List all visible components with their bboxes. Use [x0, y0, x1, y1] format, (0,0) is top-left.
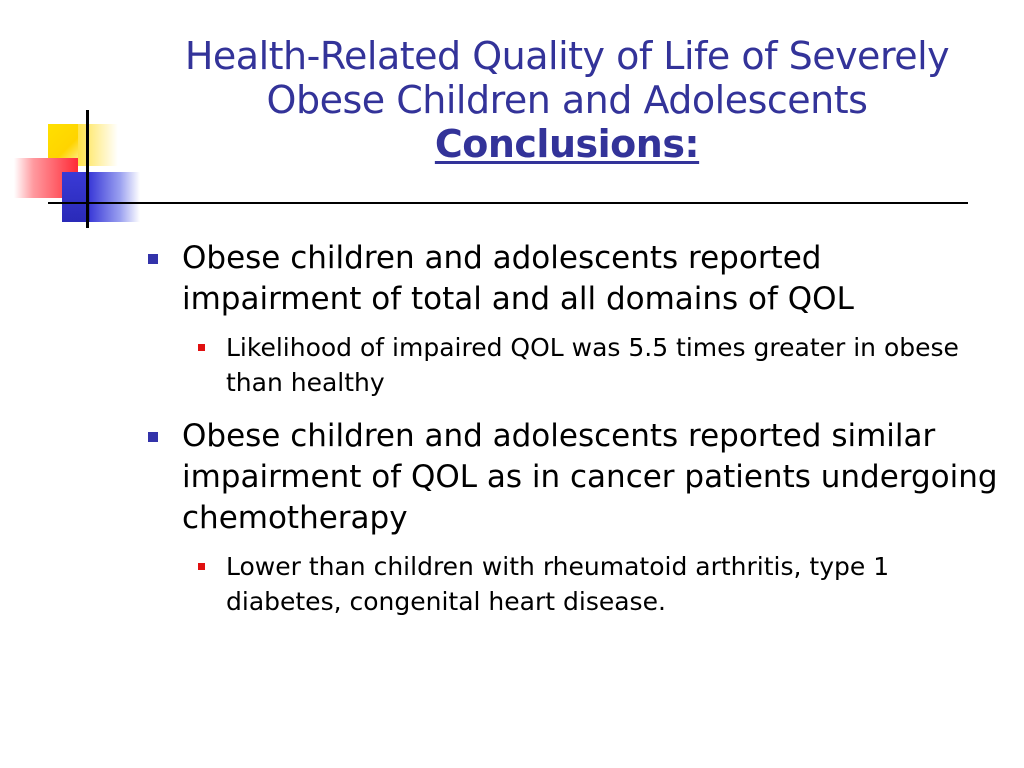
bullet-text-1: Obese children and adolescents reported …: [182, 240, 854, 317]
square-bullet-icon: [148, 432, 158, 442]
title-line-1: Health-Related Quality of Life of Severe…: [184, 34, 950, 78]
title-line-2: Obese Children and Adolescents: [266, 78, 868, 122]
slide-title: Health-Related Quality of Life of Severe…: [110, 34, 1024, 166]
sub-bullet-text-1: Likelihood of impaired QOL was 5.5 times…: [226, 333, 959, 397]
square-bullet-icon: [148, 254, 158, 264]
sub-bullet-text-2: Lower than children with rheumatoid arth…: [226, 552, 890, 616]
sub-bullet-item-1: Likelihood of impaired QOL was 5.5 times…: [140, 330, 1000, 400]
sub-bullet-item-2: Lower than children with rheumatoid arth…: [140, 549, 1000, 619]
bullet-item-1: Obese children and adolescents reported …: [140, 238, 1000, 320]
slide-subtitle: Conclusions:: [434, 122, 700, 166]
logo-blue-fade: [90, 172, 140, 222]
decorative-squares-logo: [0, 0, 968, 240]
bullet-text-2: Obese children and adolescents reported …: [182, 418, 998, 536]
bullet-list: Obese children and adolescents reported …: [140, 238, 1000, 635]
logo-yellow-fade: [78, 124, 118, 166]
logo-blue-square: [62, 172, 90, 222]
square-sub-bullet-icon: [198, 563, 205, 570]
bullet-item-2: Obese children and adolescents reported …: [140, 416, 1000, 539]
logo-vertical-line: [86, 110, 89, 228]
title-divider-line: [48, 202, 968, 204]
square-sub-bullet-icon: [198, 344, 205, 351]
